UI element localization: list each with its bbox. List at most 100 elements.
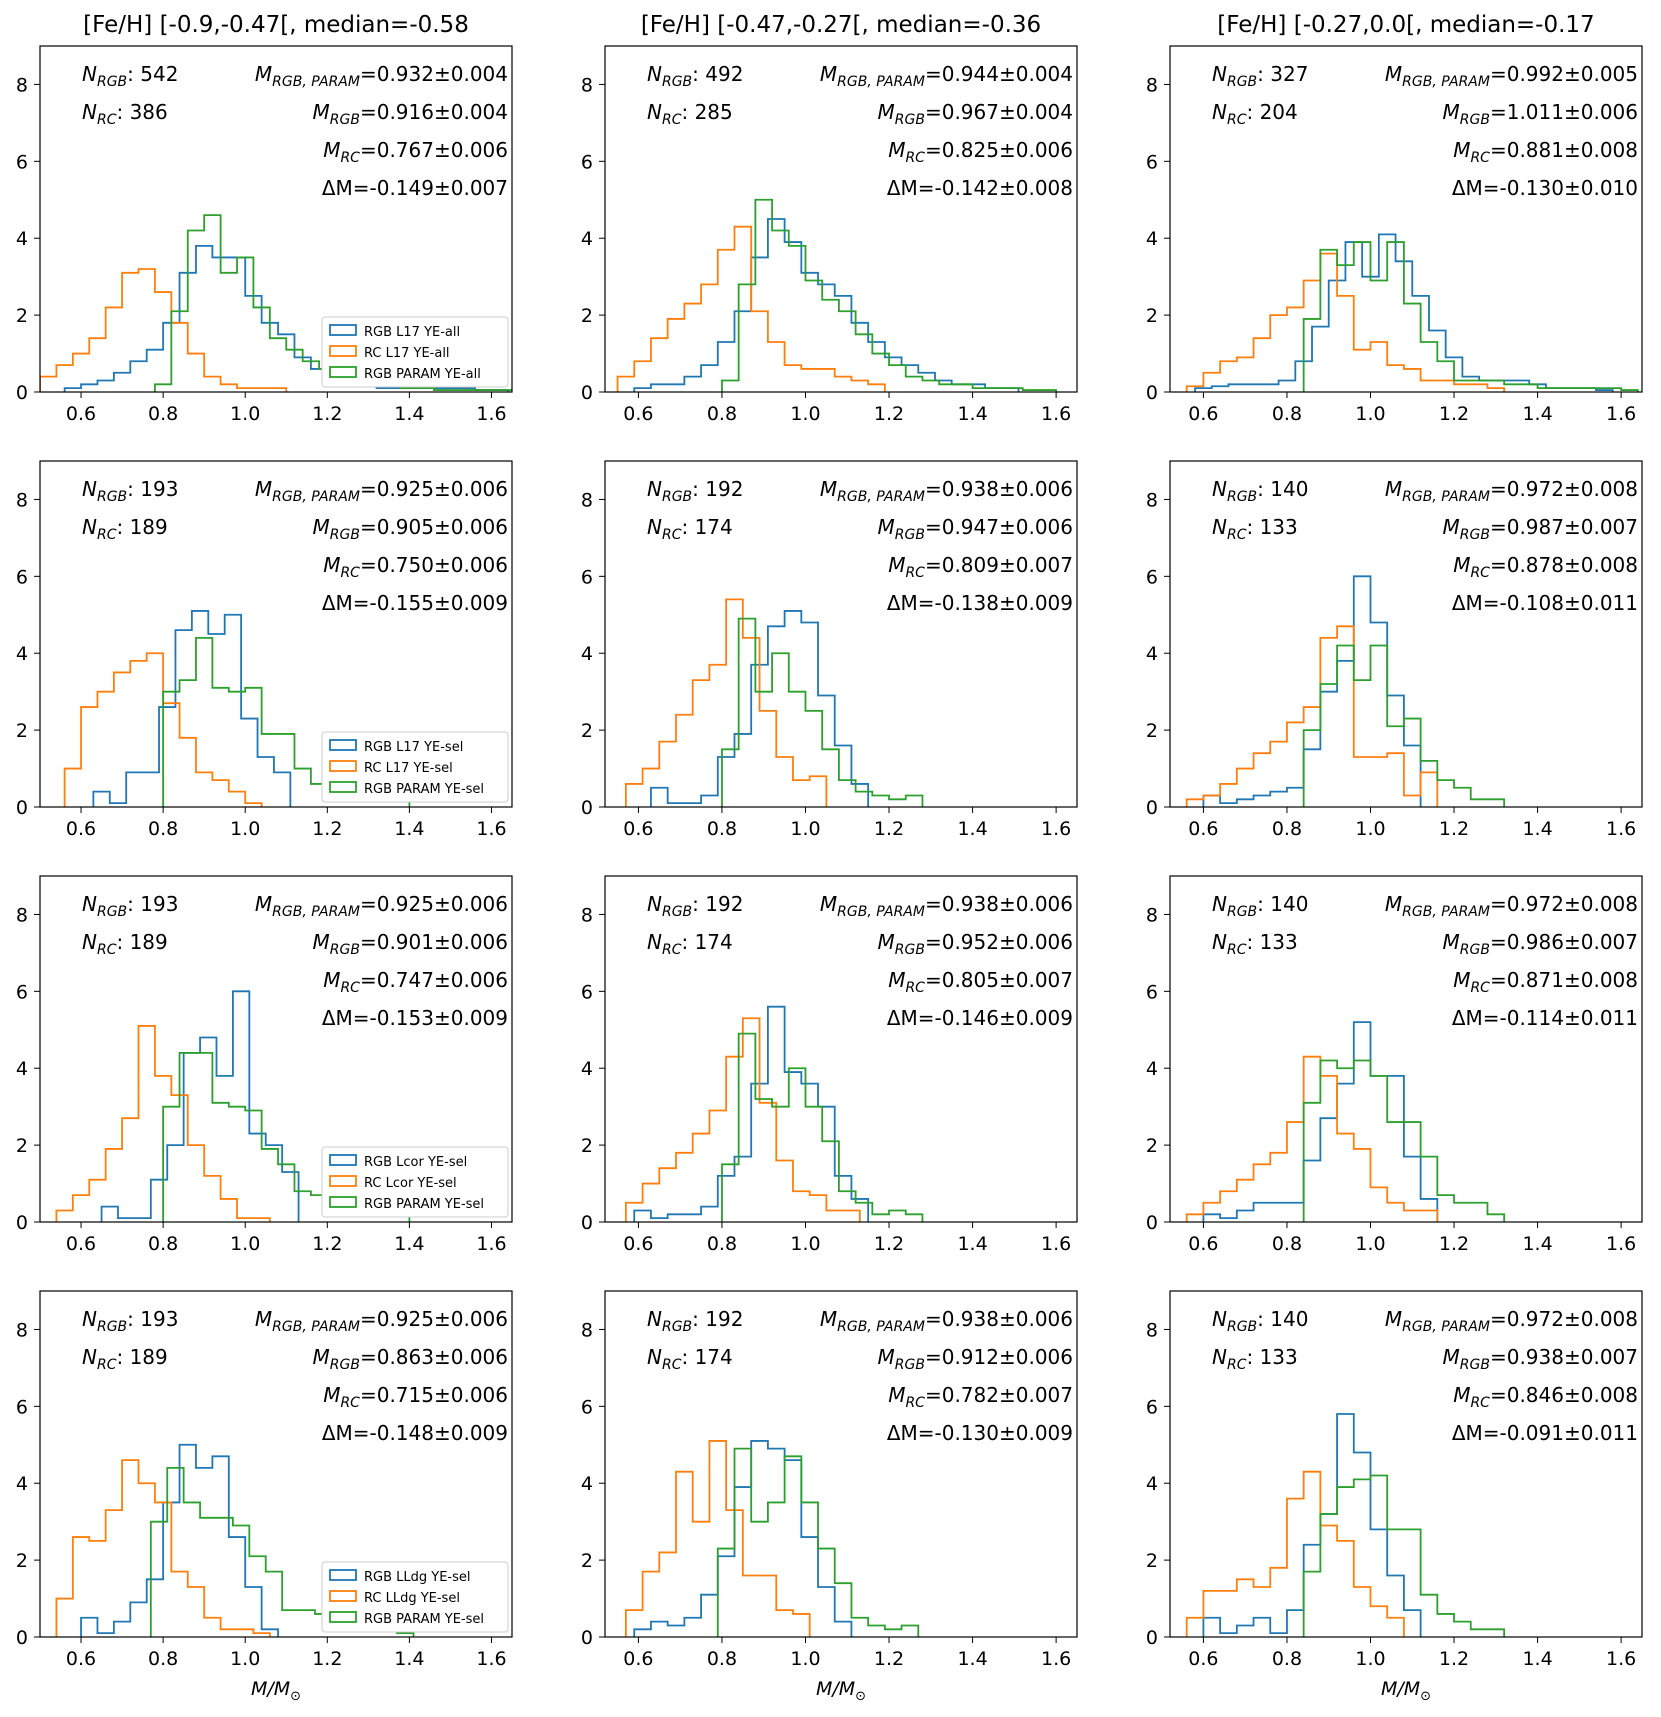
x-tick-label: 1.6	[476, 1233, 506, 1255]
x-tick-label: 0.6	[623, 1233, 653, 1255]
y-tick-label: 2	[581, 1550, 593, 1572]
delta-mass-label: ΔM=-0.130±0.009	[887, 1421, 1073, 1445]
y-tick-label: 0	[581, 1212, 593, 1234]
x-tick-label: 1.2	[1439, 403, 1469, 425]
mass-stat-label: MRGB, PARAM=0.925±0.006	[255, 477, 508, 505]
mass-stat-label: MRGB, PARAM=0.938±0.006	[820, 892, 1073, 920]
series-0-histogram	[1202, 1413, 1422, 1637]
column-title: [Fe/H] [-0.47,-0.27[, median=-0.36	[641, 12, 1041, 38]
y-tick-label: 4	[16, 1058, 28, 1080]
x-tick-label: 0.8	[148, 818, 178, 840]
y-tick-label: 2	[16, 305, 28, 327]
x-tick-label: 1.2	[312, 818, 342, 840]
y-tick-label: 8	[1146, 904, 1158, 926]
y-tick-label: 8	[581, 1319, 593, 1341]
x-tick-label: 0.8	[148, 1233, 178, 1255]
n-rc-label: NRC: 174	[647, 930, 733, 958]
column-title: [Fe/H] [-0.9,-0.47[, median=-0.58	[83, 12, 469, 38]
series-1-histogram	[616, 225, 886, 392]
x-tick-label: 0.6	[623, 818, 653, 840]
series-2-histogram	[1302, 1474, 1506, 1637]
x-tick-label: 1.2	[1439, 818, 1469, 840]
series-2-histogram	[721, 1032, 924, 1222]
y-tick-label: 4	[581, 228, 593, 250]
mass-stat-label: MRGB, PARAM=0.972±0.008	[1385, 1307, 1638, 1335]
y-tick-label: 2	[1146, 1135, 1158, 1157]
legend: RGB Lcor YE-sel RC Lcor YE-sel RGB PARAM Y…	[321, 1146, 509, 1218]
y-tick-label: 2	[581, 305, 593, 327]
mass-stat-label: MRGB=0.863±0.006	[313, 1345, 508, 1373]
x-tick-label: 0.8	[148, 403, 178, 425]
x-tick-label: 1.0	[230, 818, 260, 840]
series-1-histogram	[624, 1440, 811, 1637]
y-tick-label: 2	[581, 720, 593, 742]
panel-3-0: 0 2 4 6 8 0.6 0.8 1.0 1.2 1.4 1.6 NRGB: 193 NRC: 189…	[16, 1290, 513, 1704]
y-tick-label: 4	[1146, 643, 1158, 665]
series-0-histogram	[100, 990, 300, 1222]
y-tick-label: 4	[1146, 1058, 1158, 1080]
mass-stat-label: MRC=0.747±0.006	[323, 968, 508, 996]
mass-stat-label: MRGB, PARAM=0.972±0.008	[1385, 892, 1638, 920]
mass-stat-label: MRGB, PARAM=0.972±0.008	[1385, 477, 1638, 505]
x-tick-label: 1.0	[230, 1648, 260, 1670]
x-tick-label: 1.6	[1606, 1233, 1636, 1255]
x-tick-label: 1.4	[394, 1233, 424, 1255]
x-tick-label: 1.2	[874, 1648, 904, 1670]
mass-stat-label: MRC=0.805±0.007	[888, 968, 1073, 996]
n-rc-label: NRC: 174	[647, 1345, 733, 1373]
y-tick-label: 0	[581, 1627, 593, 1649]
y-tick-label: 0	[1146, 797, 1158, 819]
mass-stat-label: MRGB=0.952±0.006	[878, 930, 1073, 958]
x-tick-label: 1.0	[790, 403, 820, 425]
n-rc-label: NRC: 285	[647, 100, 733, 128]
panel-2-1: 0 2 4 6 8 0.6 0.8 1.0 1.2 1.4 1.6 NRGB: 192 NRC: 174…	[581, 875, 1078, 1255]
x-tick-label: 1.4	[1522, 403, 1552, 425]
panel-1-0: 0 2 4 6 8 0.6 0.8 1.0 1.2 1.4 1.6 NRGB: 193 NRC: 189…	[16, 460, 513, 840]
x-tick-label: 0.6	[1188, 1648, 1218, 1670]
x-tick-label: 0.8	[707, 1648, 737, 1670]
mass-stat-label: MRGB, PARAM=0.992±0.005	[1385, 62, 1638, 90]
y-tick-label: 0	[16, 1212, 28, 1234]
legend-box	[321, 1561, 509, 1633]
n-rgb-label: NRGB: 542	[82, 62, 178, 90]
n-rgb-label: NRGB: 193	[82, 892, 178, 920]
mass-stat-label: MRC=0.881±0.008	[1453, 138, 1638, 166]
x-tick-label: 0.8	[707, 1233, 737, 1255]
legend-swatch	[329, 739, 357, 751]
delta-mass-label: ΔM=-0.146±0.009	[887, 1006, 1073, 1030]
axes-frame	[39, 460, 513, 808]
legend-label: RGB L17 YE-sel	[364, 740, 463, 755]
mass-stat-label: MRC=0.825±0.006	[888, 138, 1073, 166]
delta-mass-label: ΔM=-0.138±0.009	[887, 591, 1073, 615]
axes-frame	[604, 1290, 1078, 1638]
series-2-histogram	[1302, 241, 1639, 392]
n-rc-label: NRC: 133	[1212, 515, 1298, 543]
series-2-histogram	[721, 198, 1058, 392]
legend-swatch	[329, 1611, 357, 1623]
axes-frame	[39, 1290, 513, 1638]
legend-swatch	[329, 345, 357, 357]
x-tick-label: 1.4	[394, 818, 424, 840]
y-tick-label: 8	[581, 74, 593, 96]
mass-stat-label: MRGB=0.901±0.006	[313, 930, 508, 958]
y-tick-label: 4	[581, 1473, 593, 1495]
series-2-histogram	[721, 617, 924, 807]
x-tick-label: 1.6	[1606, 1648, 1636, 1670]
series-2-histogram	[716, 1447, 920, 1637]
x-tick-label: 0.6	[623, 403, 653, 425]
n-rc-label: NRC: 386	[82, 100, 168, 128]
y-tick-label: 8	[581, 904, 593, 926]
x-axis-label: M/M⊙	[251, 1678, 301, 1704]
x-tick-label: 1.4	[957, 403, 987, 425]
n-rgb-label: NRGB: 327	[1212, 62, 1308, 90]
legend-swatch	[329, 324, 357, 336]
y-tick-label: 2	[16, 1135, 28, 1157]
x-tick-label: 0.6	[66, 403, 96, 425]
x-tick-label: 1.6	[476, 403, 506, 425]
axes-frame	[604, 875, 1078, 1223]
series-1-histogram	[63, 652, 263, 807]
column-title: [Fe/H] [-0.27,0.0[, median=-0.17	[1217, 12, 1594, 38]
y-tick-label: 6	[1146, 981, 1158, 1003]
n-rc-label: NRC: 189	[82, 1345, 168, 1373]
y-tick-label: 0	[581, 797, 593, 819]
